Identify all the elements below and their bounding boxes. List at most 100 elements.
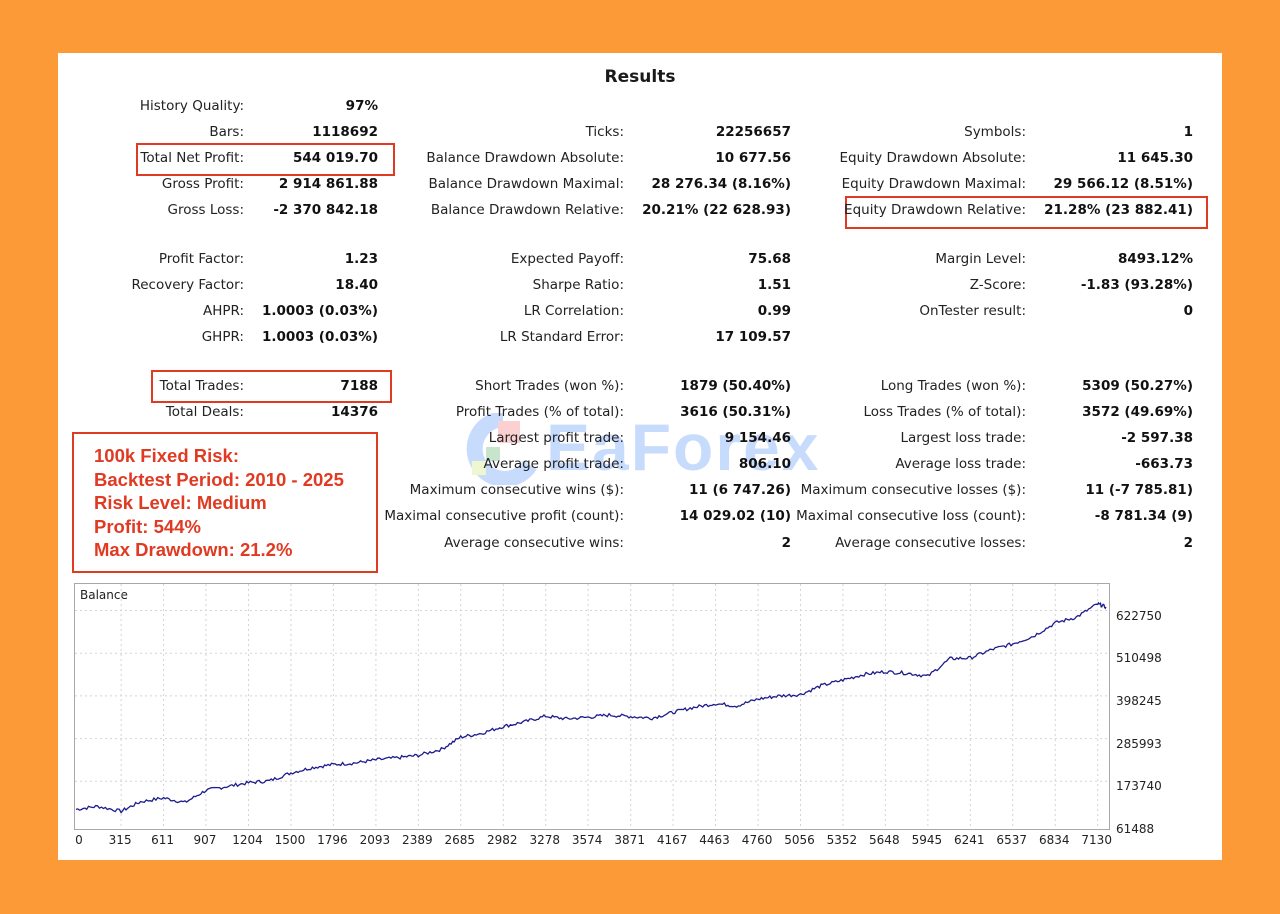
x-tick-label: 6537 <box>996 833 1027 847</box>
eaforex-watermark: EaForex <box>458 410 828 487</box>
stat-label: LR Standard Error: <box>499 329 624 345</box>
stat-history-quality: History Quality: 97% <box>58 96 378 116</box>
x-tick-label: 1796 <box>317 833 348 847</box>
stat-gross-profit: Gross Profit: 2 914 861.88 <box>58 174 378 194</box>
stat-value: 29 566.12 (8.51%) <box>1053 176 1193 192</box>
y-tick-label: 510498 <box>1116 651 1162 666</box>
x-tick-label: 2685 <box>444 833 476 847</box>
stat-total-net-profit: Total Net Profit: 544 019.70 <box>58 148 378 168</box>
stat-label: Average consecutive wins: <box>444 535 624 551</box>
y-tick-label: 61488 <box>1116 822 1155 836</box>
x-tick-label: 5945 <box>911 833 943 847</box>
x-tick-label: 6241 <box>954 833 985 847</box>
note-line: Backtest Period: 2010 - 2025 <box>94 468 344 490</box>
stat-gross-loss: Gross Loss: -2 370 842.18 <box>58 200 379 220</box>
stat-value: 97% <box>345 98 378 114</box>
chart-title: Balance <box>80 588 128 602</box>
stat-avg-profit: Average profit trade: 806.10 <box>58 454 791 474</box>
stat-value: 1118692 <box>312 124 378 140</box>
stat-label: Equity Drawdown Absolute: <box>839 150 1026 166</box>
x-tick-label: 1500 <box>274 833 306 847</box>
stat-label: Maximal consecutive loss (count): <box>796 508 1026 524</box>
stat-value: 8493.12% <box>1117 251 1193 267</box>
stat-value: 544 019.70 <box>293 150 378 166</box>
x-tick-label: 5056 <box>784 833 815 847</box>
stat-value: 7188 <box>340 378 378 394</box>
stat-label: Maximal consecutive profit (count): <box>384 508 624 524</box>
stat-label: Total Net Profit: <box>140 150 244 166</box>
stat-label: Ticks: <box>585 124 624 140</box>
stat-value: 11 (6 747.26) <box>688 482 791 498</box>
stat-bars: Bars: 1118692 <box>58 122 378 142</box>
stat-label: History Quality: <box>139 98 244 114</box>
stat-balance-dd-max: Balance Drawdown Maximal: 28 276.34 (8.1… <box>58 174 792 194</box>
stat-equity-dd-abs: Equity Drawdown Absolute: 11 645.30 <box>58 148 1193 168</box>
stat-sharpe-ratio: Sharpe Ratio: 1.51 <box>58 275 791 295</box>
note-line: Profit: 544% <box>94 515 201 537</box>
stat-max-consec-losses: Maximum consecutive losses ($): 11 (-7 7… <box>58 480 1193 500</box>
stat-value: 75.68 <box>748 251 791 267</box>
stat-value: 1.23 <box>344 251 378 267</box>
eaforex-logo-icon <box>466 411 537 487</box>
stat-value: 0 <box>1183 303 1193 319</box>
stat-label: Profit Factor: <box>158 251 244 267</box>
x-tick-label: 315 <box>108 833 132 847</box>
stat-equity-dd-max: Equity Drawdown Maximal: 29 566.12 (8.51… <box>58 174 1193 194</box>
stat-value: 11 (-7 785.81) <box>1085 482 1193 498</box>
x-tick-label: 4167 <box>656 833 688 847</box>
y-tick-label: 398245 <box>1116 693 1162 708</box>
stat-label: Z-Score: <box>969 277 1026 293</box>
stat-label: Balance Drawdown Absolute: <box>426 150 624 166</box>
stat-value: 1.0003 (0.03%) <box>262 329 378 345</box>
note-line: Risk Level: Medium <box>94 492 267 513</box>
stat-balance-dd-abs: Balance Drawdown Absolute: 10 677.56 <box>58 148 791 168</box>
x-tick-label: 2982 <box>487 833 518 847</box>
stat-label: Expected Payoff: <box>510 251 624 267</box>
stat-profit-factor: Profit Factor: 1.23 <box>58 249 378 269</box>
stat-label: GHPR: <box>201 329 244 345</box>
stat-label: Symbols: <box>964 124 1026 140</box>
stat-loss-trades: Loss Trades (% of total): 3572 (49.69%) <box>58 402 1193 422</box>
stat-value: 10 677.56 <box>715 150 791 166</box>
stat-margin-level: Margin Level: 8493.12% <box>58 249 1193 269</box>
stat-label: Recovery Factor: <box>131 277 244 293</box>
stat-label: AHPR: <box>202 303 244 319</box>
stat-recovery-factor: Recovery Factor: 18.40 <box>58 275 378 295</box>
stat-short-trades: Short Trades (won %): 1879 (50.40%) <box>58 376 791 396</box>
x-tick-label: 5648 <box>869 833 900 847</box>
stat-maximal-consec-profit: Maximal consecutive profit (count): 14 0… <box>58 506 791 526</box>
note-line: Max Drawdown: 21.2% <box>94 539 293 560</box>
stat-label: Total Deals: <box>165 404 244 420</box>
stat-value: -8 781.34 (9) <box>1094 508 1193 524</box>
stat-z-score: Z-Score: -1.83 (93.28%) <box>58 275 1193 295</box>
stat-label: Average consecutive losses: <box>835 535 1026 551</box>
balance-chart: Balance <box>74 583 1110 830</box>
stat-long-trades: Long Trades (won %): 5309 (50.27%) <box>58 376 1193 396</box>
y-tick-label: 285993 <box>1116 736 1162 751</box>
stat-equity-dd-rel: Equity Drawdown Relative: 21.28% (23 882… <box>58 200 1193 220</box>
stat-value: 2 <box>1183 535 1193 551</box>
stat-value: 14 029.02 (10) <box>679 508 791 524</box>
highlight-total-trades <box>151 370 392 403</box>
stat-value: 21.28% (23 882.41) <box>1044 202 1193 218</box>
x-tick-label: 2389 <box>402 833 433 847</box>
stat-lr-correlation: LR Correlation: 0.99 <box>58 301 791 321</box>
page-title: Results <box>604 67 676 87</box>
x-tick-label: 4760 <box>741 833 773 847</box>
stat-value: 20.21% (22 628.93) <box>642 202 791 218</box>
x-tick-label: 4463 <box>699 833 730 847</box>
x-tick-label: 0 <box>75 833 83 847</box>
stat-ahpr: AHPR: 1.0003 (0.03%) <box>58 301 378 321</box>
stat-total-deals: Total Deals: 14376 <box>58 402 378 422</box>
stat-value: 11 645.30 <box>1117 150 1193 166</box>
stat-value: 18.40 <box>335 277 378 293</box>
stat-avg-consec-losses: Average consecutive losses: 2 <box>58 533 1193 553</box>
stat-ticks: Ticks: 22256657 <box>58 122 791 142</box>
stat-label: Loss Trades (% of total): <box>863 404 1026 420</box>
x-tick-label: 611 <box>151 833 174 847</box>
stat-value: -2 370 842.18 <box>273 202 378 218</box>
stat-value: 2 <box>781 535 791 551</box>
stat-value: 17 109.57 <box>715 329 791 345</box>
x-tick-label: 2093 <box>359 833 391 847</box>
stat-label: Total Trades: <box>159 378 244 394</box>
